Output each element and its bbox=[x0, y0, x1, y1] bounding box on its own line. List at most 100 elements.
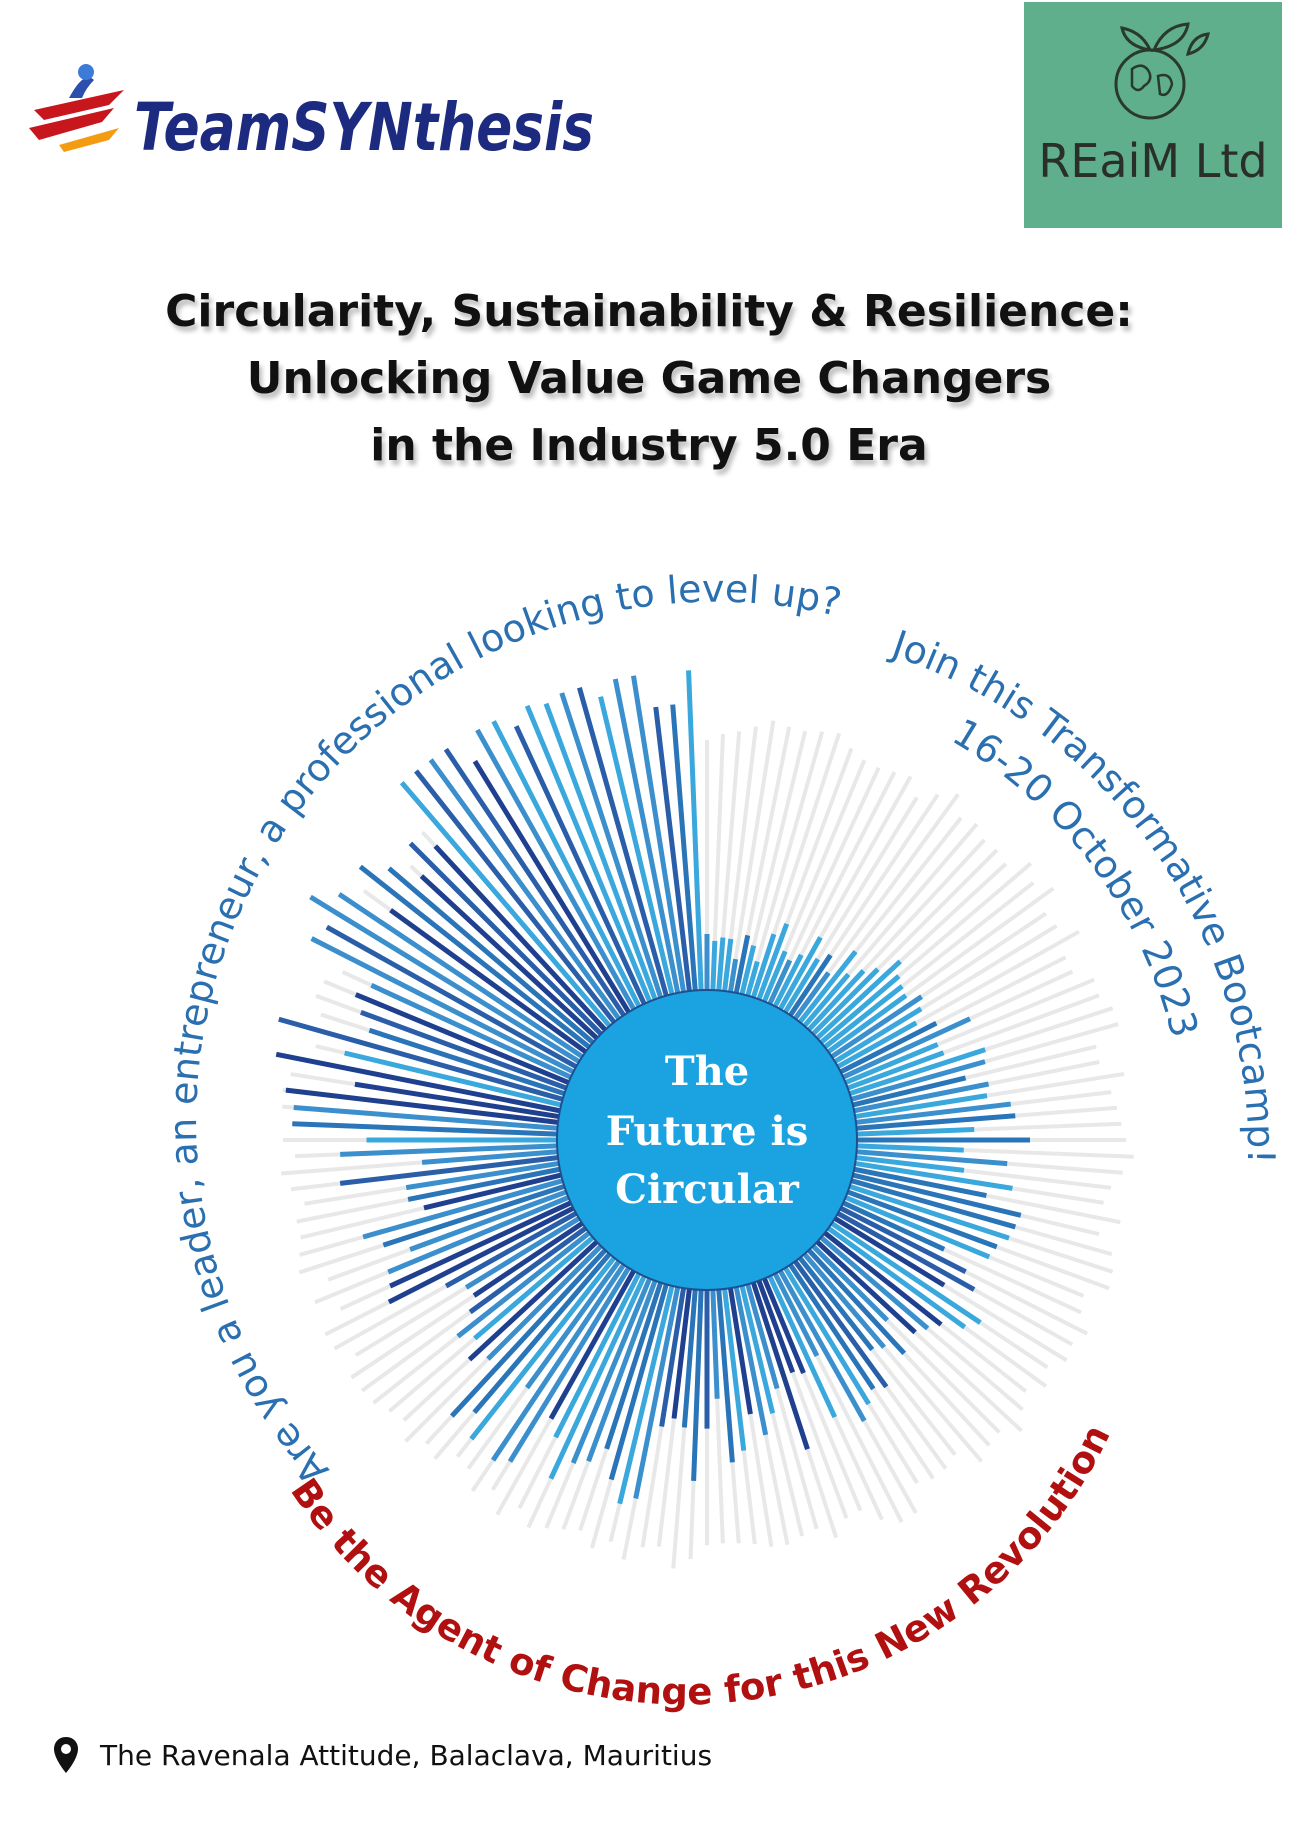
circle-line-3: Circular bbox=[615, 1166, 800, 1213]
ray-blue bbox=[806, 969, 866, 1032]
ray-blue bbox=[839, 1020, 938, 1075]
ray-blue bbox=[275, 1051, 561, 1114]
ray-blue bbox=[631, 675, 687, 993]
ray-blue bbox=[671, 1288, 692, 1419]
ray-blue bbox=[423, 1172, 562, 1211]
ray-blue bbox=[811, 1244, 890, 1323]
ray-light bbox=[728, 720, 776, 993]
ray-blue bbox=[344, 1050, 562, 1108]
ray-blue bbox=[472, 1221, 584, 1298]
globe-leaf-icon bbox=[1114, 22, 1210, 120]
ray-blue bbox=[543, 702, 658, 1001]
ray-blue bbox=[419, 874, 599, 1041]
ray-blue bbox=[472, 759, 631, 1014]
ray-blue bbox=[826, 1226, 967, 1330]
reaim-label: REaiM Ltd bbox=[1038, 134, 1268, 188]
ray-blue bbox=[486, 1244, 603, 1361]
ray-blue bbox=[473, 1235, 595, 1341]
ray-blue bbox=[854, 1093, 988, 1120]
ray-blue bbox=[722, 938, 734, 992]
ray-blue bbox=[548, 1275, 647, 1480]
ray-blue bbox=[833, 1216, 946, 1288]
arc-agent-path: Be the Agent of Change for this New Revo… bbox=[282, 1418, 1118, 1714]
ray-blue bbox=[491, 720, 642, 1008]
arc-agent: Be the Agent of Change for this New Revo… bbox=[282, 1418, 1118, 1714]
footer-location: The Ravenala Attitude, Balaclava, Maurit… bbox=[52, 1733, 712, 1777]
ray-blue bbox=[722, 1288, 747, 1451]
ray-blue bbox=[559, 692, 664, 999]
ray-blue bbox=[848, 1183, 1010, 1241]
ray-blue bbox=[507, 1266, 631, 1463]
page-title: Circularity, Sustainability & Resilience… bbox=[0, 278, 1298, 479]
ray-blue bbox=[854, 1160, 1013, 1191]
ray-blue bbox=[414, 769, 617, 1024]
ray-blue bbox=[856, 1149, 1008, 1167]
ray-blue bbox=[842, 1016, 972, 1080]
ray-blue bbox=[855, 1101, 1012, 1125]
ray-blue bbox=[846, 1050, 945, 1091]
ray-blue bbox=[811, 967, 880, 1036]
ray-blue bbox=[772, 1272, 820, 1357]
ray-blue bbox=[428, 758, 621, 1021]
ray-blue bbox=[806, 1248, 907, 1356]
ray-blue bbox=[278, 1016, 564, 1102]
ray-blue bbox=[339, 1155, 559, 1186]
ray-blue bbox=[382, 1183, 566, 1248]
ray-blue bbox=[617, 1285, 675, 1505]
ray-blue bbox=[716, 1289, 735, 1463]
ray-blue bbox=[475, 728, 636, 1011]
ray-blue bbox=[767, 1275, 838, 1419]
center-circle bbox=[556, 989, 858, 1291]
ray-blue bbox=[856, 1127, 975, 1137]
ray-blue bbox=[767, 959, 793, 1005]
ray-blue bbox=[358, 864, 591, 1050]
ray-blue bbox=[407, 1166, 561, 1202]
ray-blue bbox=[608, 1283, 669, 1481]
ray-blue bbox=[524, 1259, 621, 1390]
ray-blue bbox=[762, 1277, 806, 1374]
ray-blue bbox=[830, 994, 923, 1059]
ray-blue bbox=[852, 1172, 1022, 1218]
rays-blue bbox=[275, 670, 1030, 1505]
title-line-1: Circularity, Sustainability & Resilience… bbox=[165, 286, 1133, 337]
ray-blue bbox=[836, 1211, 976, 1292]
ray-blue bbox=[368, 1027, 566, 1097]
ray-blue bbox=[716, 937, 726, 991]
ray-blue bbox=[387, 1205, 575, 1305]
ray-blue bbox=[653, 706, 692, 992]
ray-blue bbox=[826, 993, 908, 1054]
ray-blue bbox=[309, 894, 581, 1064]
ray-blue bbox=[727, 1287, 753, 1415]
ray-blue bbox=[598, 696, 675, 995]
ray-blue bbox=[823, 1230, 943, 1327]
ray-blue bbox=[856, 1113, 1016, 1131]
ray-blue bbox=[762, 950, 788, 1003]
ray-blue bbox=[839, 1205, 967, 1275]
ray-blue bbox=[513, 725, 647, 1005]
ray-blue bbox=[586, 1279, 658, 1463]
ray-blue bbox=[850, 1059, 986, 1102]
title-line-3: in the Industry 5.0 Era bbox=[370, 420, 928, 471]
ray-blue bbox=[293, 1104, 558, 1131]
reaim-logo: REaiM Ltd bbox=[1024, 2, 1282, 228]
ray-blue bbox=[292, 1121, 558, 1137]
ray-blue bbox=[850, 1178, 1017, 1230]
ray-blue bbox=[710, 940, 718, 991]
ray-blue bbox=[686, 670, 704, 991]
ray-blue bbox=[354, 992, 570, 1085]
ray-blue bbox=[788, 1263, 876, 1391]
ray-blue bbox=[750, 1281, 810, 1450]
ray-blue bbox=[710, 1289, 720, 1399]
ray-blue bbox=[524, 704, 652, 1003]
ray-blue bbox=[449, 1248, 608, 1418]
ray-blue bbox=[727, 958, 739, 993]
ray-blue bbox=[739, 945, 757, 995]
ray-blue bbox=[756, 923, 790, 1001]
ray-blue bbox=[815, 959, 902, 1041]
ray-blue bbox=[853, 1081, 990, 1114]
ray-blue bbox=[836, 1020, 918, 1069]
ray-blue bbox=[325, 924, 578, 1069]
ray-blue bbox=[389, 1200, 572, 1289]
ray-blue bbox=[633, 1286, 681, 1499]
